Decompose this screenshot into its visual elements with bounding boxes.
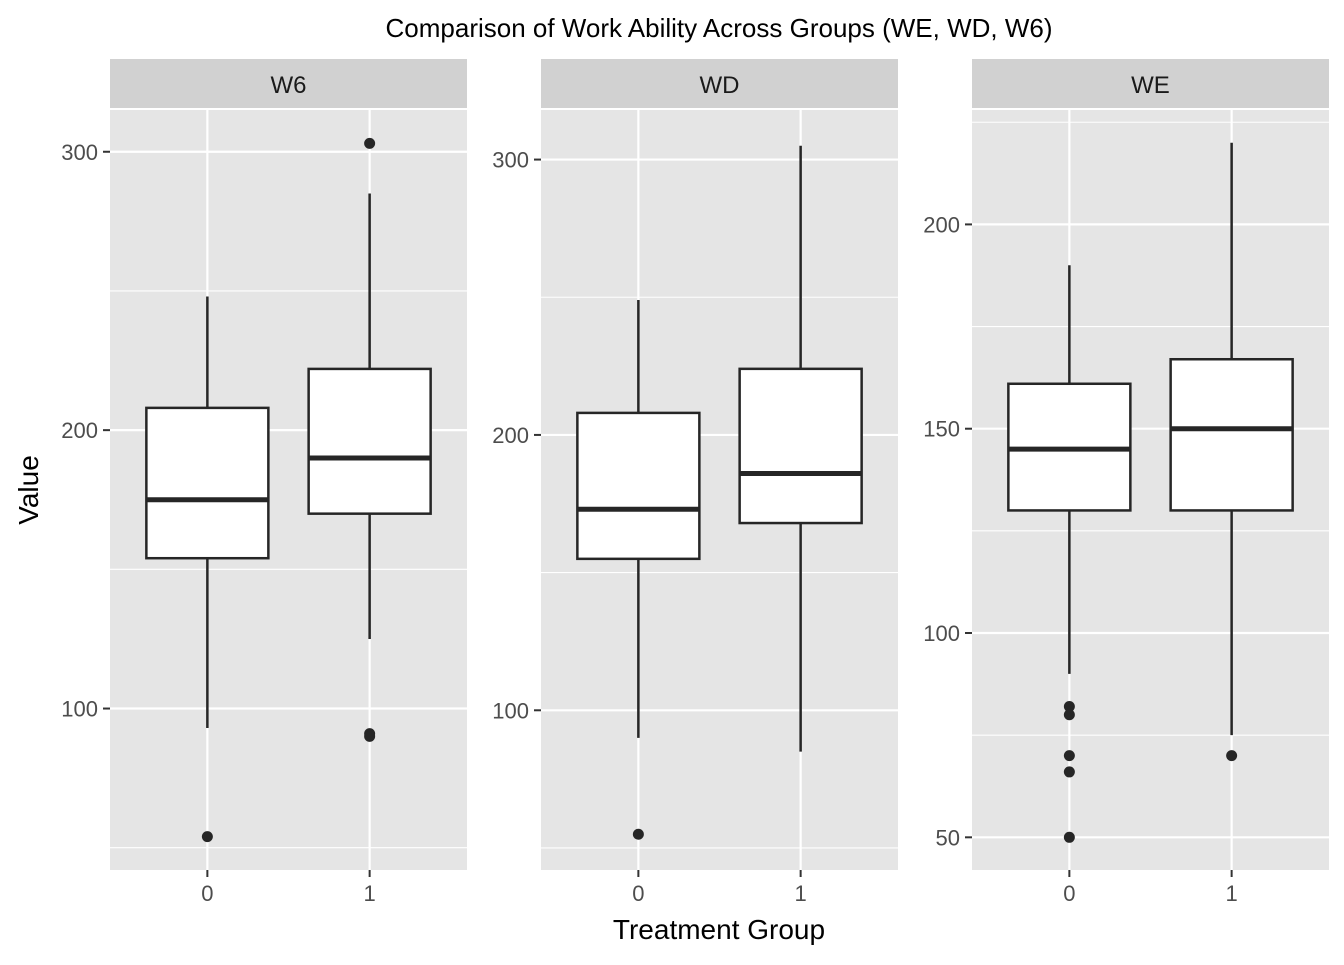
box-wd-1 [738, 145, 863, 752]
facet-strip [541, 59, 898, 108]
interquartile-box [145, 406, 270, 560]
interquartile-box [1169, 357, 1294, 512]
y-tick-label: 100 [923, 621, 960, 646]
y-tick-label: 100 [492, 698, 529, 723]
outlier-point [632, 828, 644, 840]
y-tick-label: 200 [923, 212, 960, 237]
y-tick-label: 200 [492, 423, 529, 448]
chart-title: Comparison of Work Ability Across Groups… [386, 13, 1053, 43]
y-tick-label: 50 [936, 825, 960, 850]
facet-strip-label: WE [1131, 72, 1170, 99]
outlier-point [1063, 766, 1075, 778]
box-we-1 [1169, 142, 1294, 762]
outlier-point [1063, 831, 1075, 843]
y-tick-label: 150 [923, 417, 960, 442]
facet-strip [110, 59, 467, 108]
outlier-point [1063, 709, 1075, 721]
interquartile-box [307, 367, 432, 515]
facet-strip-label: W6 [271, 72, 307, 99]
y-tick-label: 300 [61, 140, 98, 165]
box-wd-0 [576, 300, 701, 840]
facet-strip-label: WD [700, 72, 740, 99]
y-tick-label: 200 [61, 418, 98, 443]
box-we-0 [1007, 265, 1132, 843]
box-w6-0 [145, 296, 270, 843]
outlier-point [364, 730, 376, 742]
x-tick-label: 1 [795, 881, 807, 906]
outlier-point [364, 137, 376, 149]
facet-panel-wd: WD 100 200 300 0 1 [492, 59, 898, 906]
facet-panel-we: WE 50 100 150 200 0 1 [923, 59, 1329, 906]
outlier-point [1063, 701, 1075, 713]
x-tick-label: 0 [632, 881, 644, 906]
x-tick-label: 0 [201, 881, 213, 906]
outlier-point [1226, 750, 1238, 762]
x-tick-label: 1 [1226, 881, 1238, 906]
facet-panels: W6 100 200 300 0 1 WD 100 200 300 0 1 WE 50 100 150 200 0… [61, 59, 1329, 906]
y-axis-title: Value [13, 455, 44, 525]
y-tick-label: 100 [61, 697, 98, 722]
y-tick-label: 300 [492, 148, 529, 173]
outlier-point [1063, 750, 1075, 762]
box-w6-1 [307, 137, 432, 742]
x-axis-title: Treatment Group [613, 914, 825, 945]
x-tick-label: 0 [1063, 881, 1075, 906]
interquartile-box [738, 367, 863, 525]
outlier-point [201, 831, 213, 843]
interquartile-box [576, 411, 701, 561]
facet-panel-w6: W6 100 200 300 0 1 [61, 59, 467, 906]
x-tick-label: 1 [364, 881, 376, 906]
facet-strip [972, 59, 1329, 108]
